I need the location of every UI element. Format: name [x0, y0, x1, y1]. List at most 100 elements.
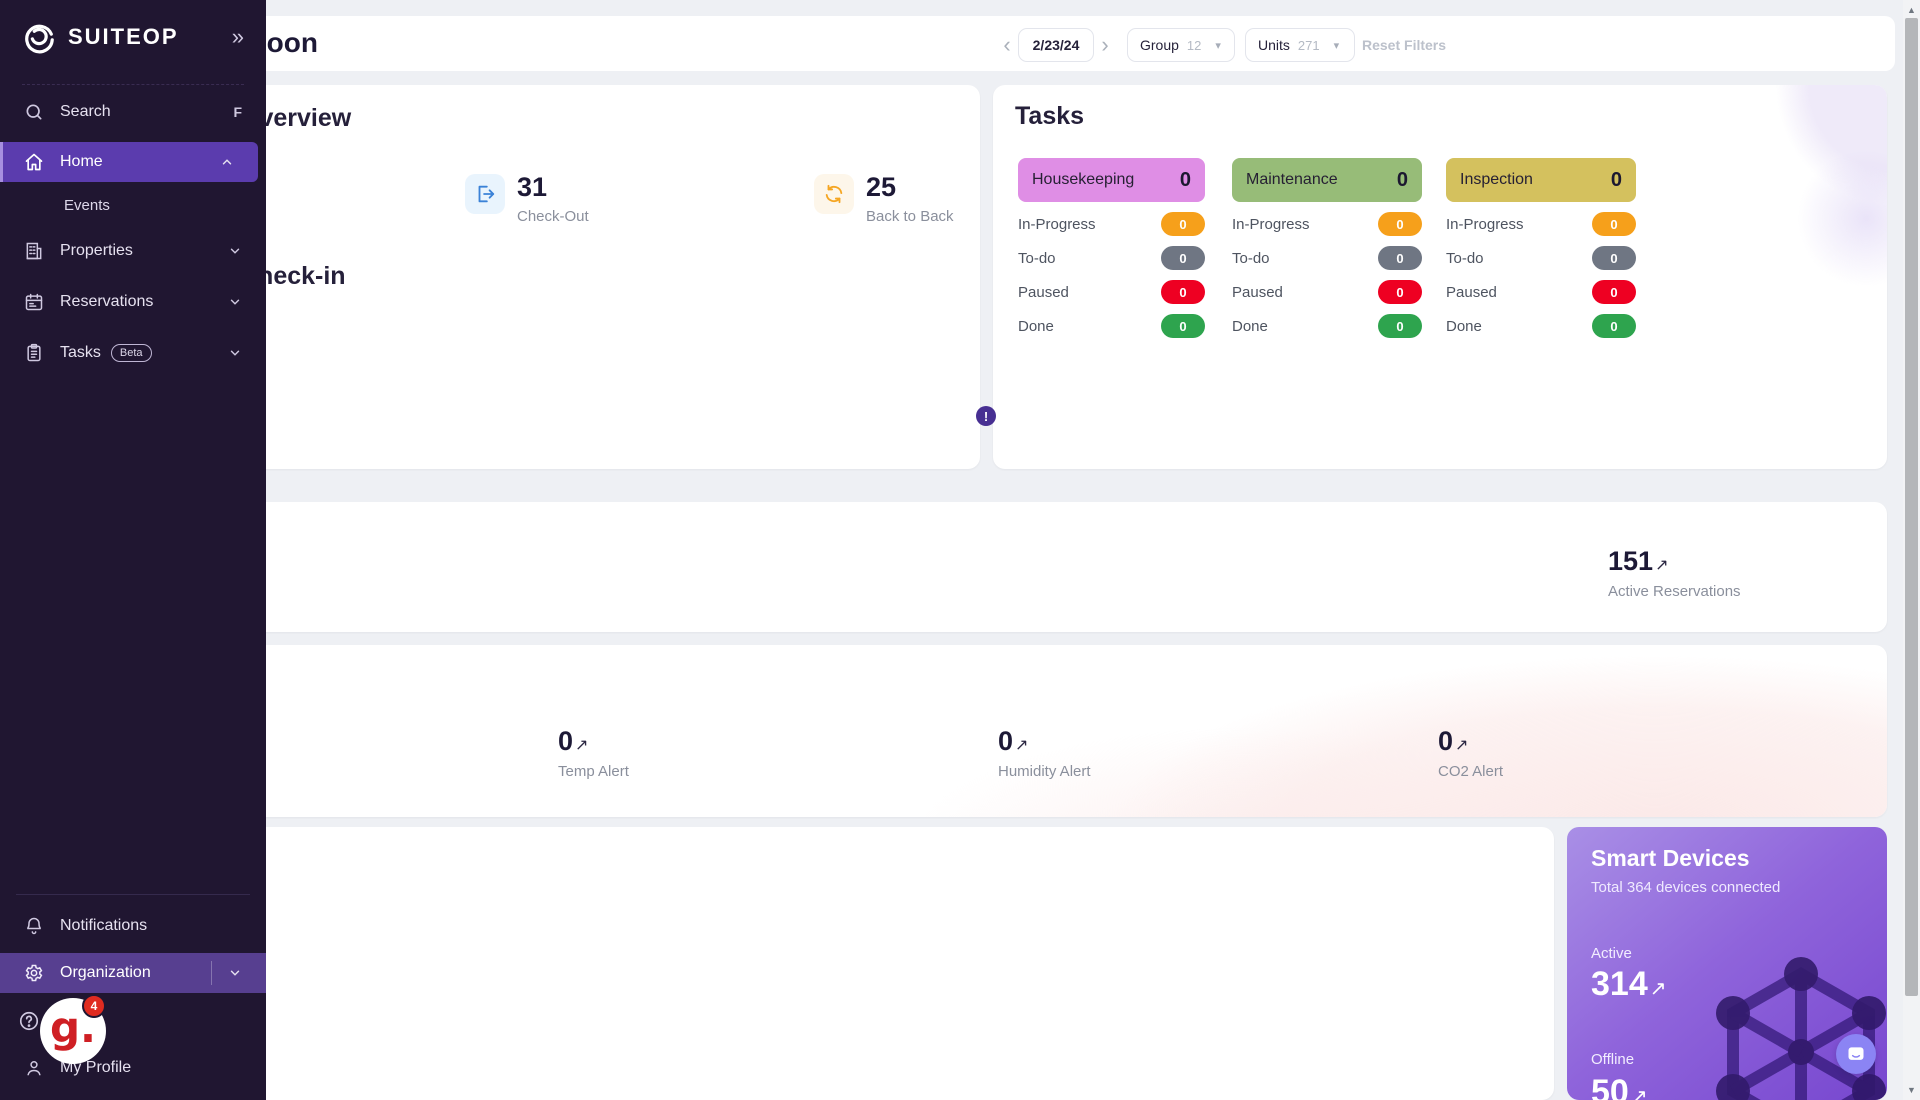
tasks-heading: Tasks	[1015, 102, 1085, 130]
status-row: In-Progress 0	[1446, 212, 1636, 236]
status-label: To-do	[1446, 249, 1484, 267]
sidebar-collapse-icon[interactable]: »	[231, 24, 244, 49]
sidebar-item-events[interactable]: Events	[0, 185, 266, 225]
tasks-column-housekeeping: Housekeeping 0 In-Progress 0 To-do 0 Pause…	[1018, 158, 1205, 338]
status-count-badge: 0	[1161, 280, 1205, 304]
active-devices-value: 314 ↗	[1591, 965, 1667, 1003]
sidebar-item-organization[interactable]: Organization	[0, 953, 266, 993]
chevron-down-icon: ▾	[1333, 39, 1340, 52]
sidebar-notifications-label: Notifications	[60, 917, 148, 934]
sidebar-properties-label: Properties	[60, 242, 133, 259]
sidebar-item-notifications[interactable]: Notifications	[0, 906, 266, 946]
maintenance-chip[interactable]: Maintenance 0	[1232, 158, 1422, 202]
search-shortcut: F	[233, 104, 242, 120]
trend-up-icon: ↗	[1655, 557, 1669, 574]
co2-alert-value: 0	[1438, 726, 1454, 756]
trend-up-icon: ↗	[1015, 737, 1029, 754]
group-filter-value: 12	[1186, 37, 1202, 53]
check-out-value: 31	[517, 172, 548, 202]
offline-devices-value: 50 ↗	[1591, 1073, 1648, 1100]
trend-up-icon: ↗	[1455, 737, 1469, 754]
status-label: Paused	[1446, 283, 1497, 301]
chevron-down-icon	[230, 248, 240, 254]
status-count-badge: 0	[1378, 246, 1422, 270]
back-to-back-value: 25	[866, 172, 897, 202]
tasks-column-maintenance: Maintenance 0 In-Progress 0 To-do 0 Paused…	[1232, 158, 1422, 338]
sidebar-events-label: Events	[64, 196, 110, 214]
help-widget-badge: 4	[82, 994, 106, 1018]
sidebar-tasks-label: Tasks	[60, 344, 101, 361]
back-to-back-icon	[814, 174, 854, 214]
user-icon	[27, 1061, 41, 1076]
status-row: In-Progress 0	[1232, 212, 1422, 236]
reset-filters-button[interactable]: Reset Filters	[1362, 37, 1447, 53]
status-count-badge: 0	[1161, 246, 1205, 270]
reservations-summary-card	[96, 502, 1887, 632]
status-count-badge: 0	[1592, 212, 1636, 236]
status-label: To-do	[1232, 249, 1270, 267]
sidebar-item-my-profile[interactable]: My Profile	[0, 1048, 266, 1088]
humidity-alert-label: Humidity Alert	[998, 763, 1091, 780]
status-row: Done 0	[1232, 314, 1422, 338]
sidebar-item-home[interactable]: Home	[0, 142, 258, 182]
status-label: In-Progress	[1232, 215, 1310, 233]
active-reservations-value: 151	[1608, 546, 1654, 576]
smart-devices-card: Smart Devices Total 364 devices connecte…	[1567, 827, 1887, 1100]
sidebar-home-label: Home	[60, 153, 103, 170]
inspection-count: 0	[1610, 168, 1622, 191]
status-label: Done	[1446, 317, 1482, 335]
temp-alert-stat: 0 ↗ Temp Alert	[558, 726, 629, 781]
chevron-down-icon: ▾	[1215, 39, 1221, 52]
sidebar-my-profile-label: My Profile	[60, 1059, 132, 1076]
alert-indicator-icon[interactable]: !	[976, 406, 996, 426]
vertical-scrollbar[interactable]: ▲ ▼	[1903, 0, 1920, 1100]
status-count-badge: 0	[1378, 280, 1422, 304]
sidebar-item-properties[interactable]: Properties	[0, 231, 266, 271]
temp-alert-label: Temp Alert	[558, 763, 629, 780]
status-label: To-do	[1018, 249, 1056, 267]
sidebar: SUITEOP » Search F Home Events Propertie…	[0, 0, 266, 1100]
sidebar-divider	[16, 894, 250, 895]
scrollbar-thumb[interactable]	[1905, 18, 1918, 996]
smart-devices-title: Smart Devices	[1591, 845, 1750, 871]
co2-alert-stat: 0 ↗ CO2 Alert	[1438, 726, 1503, 781]
sidebar-item-reservations[interactable]: Reservations	[0, 282, 266, 322]
units-filter-dropdown[interactable]: Units 271 ▾	[1245, 28, 1355, 62]
active-reservations-label: Active Reservations	[1608, 583, 1741, 600]
humidity-alert-value: 0	[998, 726, 1014, 756]
chevron-down-icon	[230, 299, 240, 305]
group-filter-label: Group	[1140, 37, 1179, 53]
chevron-up-icon	[222, 159, 232, 165]
group-filter-dropdown[interactable]: Group 12 ▾	[1127, 28, 1235, 62]
humidity-alert-stat: 0 ↗ Humidity Alert	[998, 726, 1091, 781]
sidebar-item-tasks[interactable]: Tasks Beta	[0, 333, 266, 373]
status-row: Paused 0	[1018, 280, 1205, 304]
housekeeping-chip[interactable]: Housekeeping 0	[1018, 158, 1205, 202]
calendar-icon	[25, 293, 43, 311]
alerts-card-decoration	[597, 645, 1887, 817]
maintenance-label: Maintenance	[1246, 171, 1338, 188]
status-row: Done 0	[1446, 314, 1636, 338]
inspection-chip[interactable]: Inspection 0	[1446, 158, 1636, 202]
tasks-card-decoration	[1712, 85, 1887, 300]
beta-badge: Beta	[110, 344, 152, 362]
date-prev-button[interactable]: ‹	[996, 28, 1018, 62]
status-count-badge: 0	[1378, 212, 1422, 236]
active-devices-label: Active	[1591, 945, 1632, 962]
maintenance-count: 0	[1396, 168, 1408, 191]
status-count-badge: 0	[1592, 314, 1636, 338]
date-next-button[interactable]: ›	[1094, 28, 1116, 62]
status-count-badge: 0	[1161, 212, 1205, 236]
scroll-down-icon[interactable]: ▼	[1907, 1085, 1916, 1095]
status-row: Done 0	[1018, 314, 1205, 338]
status-row: Paused 0	[1446, 280, 1636, 304]
status-count-badge: 0	[1378, 314, 1422, 338]
chat-launcher-button[interactable]	[1836, 1034, 1876, 1074]
scroll-up-icon[interactable]: ▲	[1907, 5, 1916, 15]
suiteop-logo-text: SUITEOP	[68, 24, 179, 49]
date-picker[interactable]: 2/23/24	[1018, 28, 1094, 62]
temp-alert-value: 0	[558, 726, 574, 756]
status-row: To-do 0	[1446, 246, 1636, 270]
sidebar-item-search[interactable]: Search F	[0, 92, 266, 132]
help-icon[interactable]	[18, 1010, 40, 1032]
